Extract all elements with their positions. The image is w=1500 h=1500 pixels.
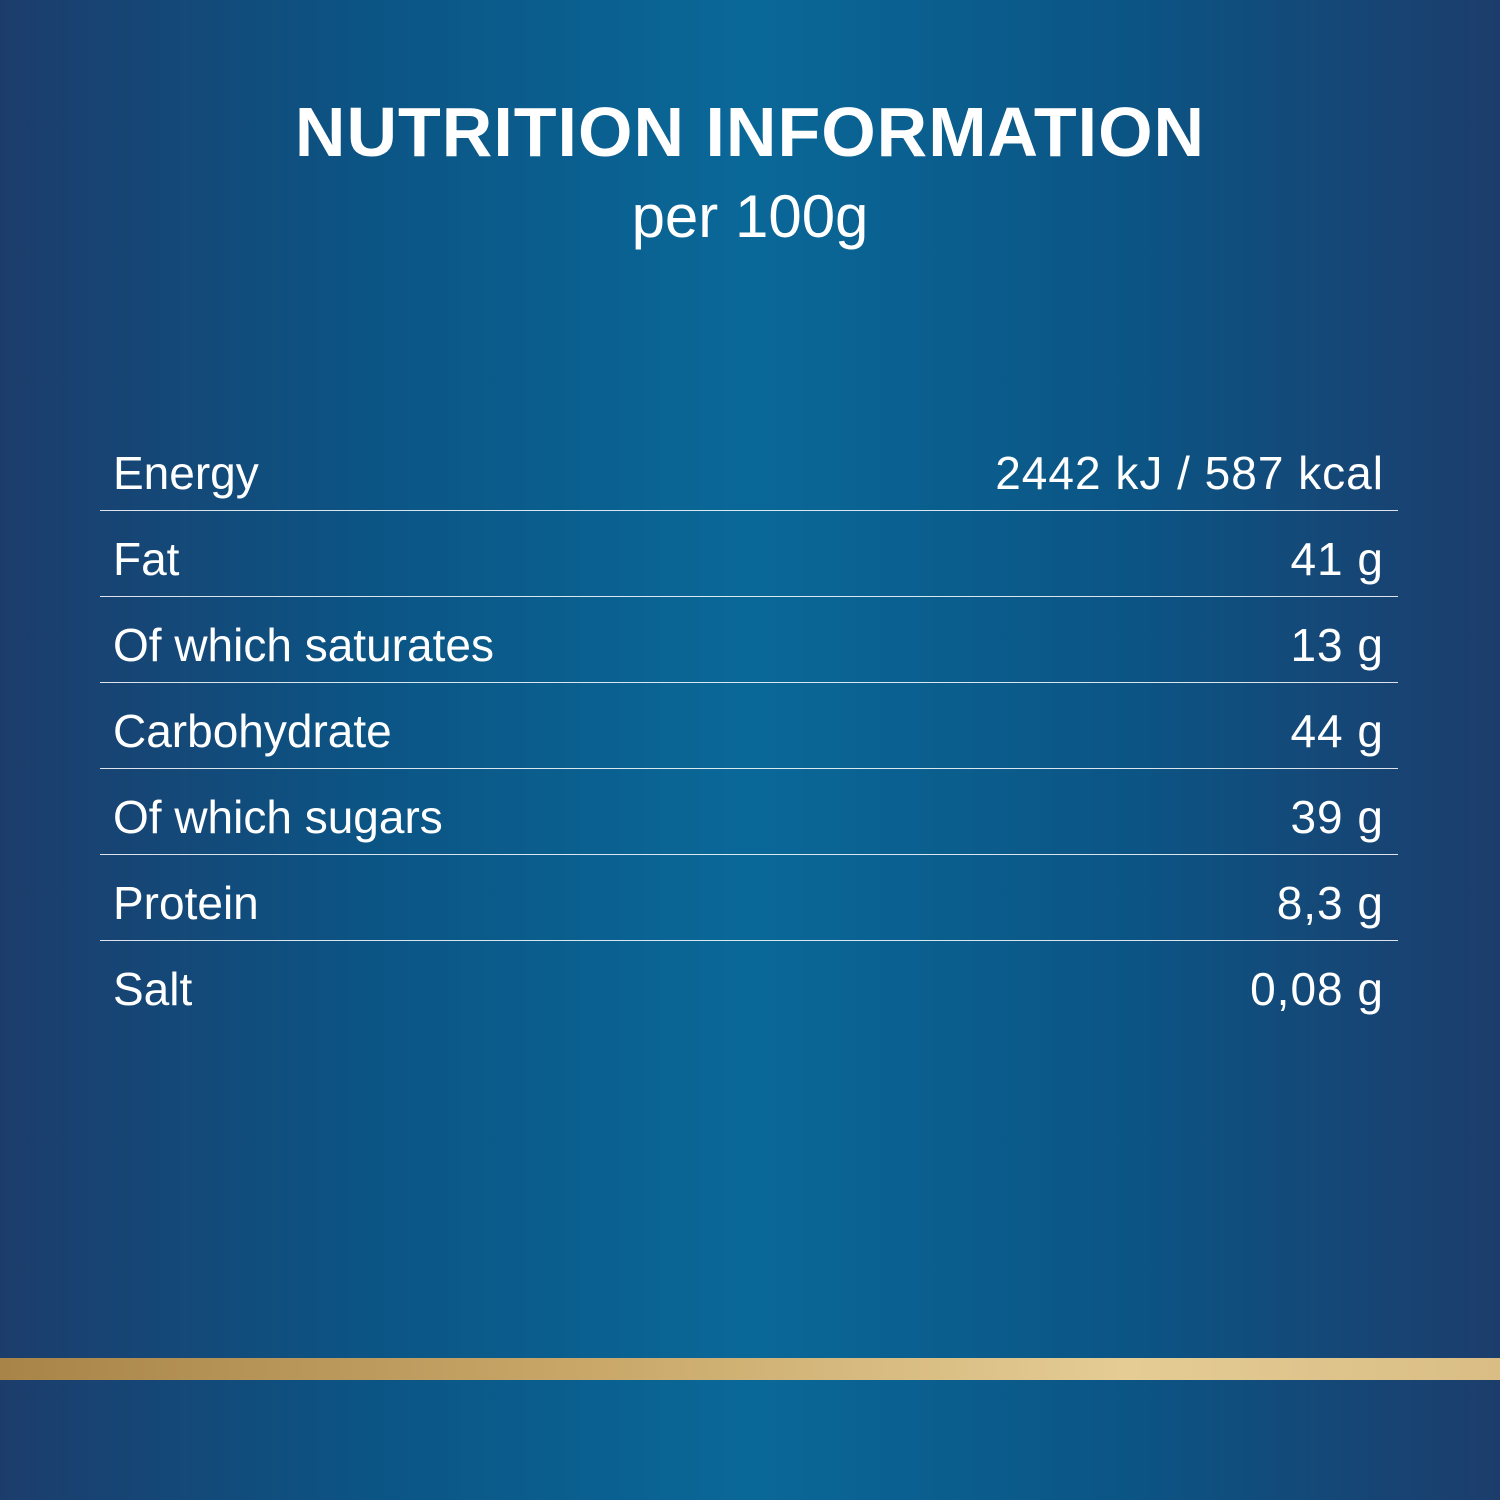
- row-value: 8,3 g: [1276, 877, 1384, 929]
- row-value: 39 g: [1290, 791, 1384, 843]
- row-value: 44 g: [1290, 705, 1384, 757]
- table-row: Of which saturates 13 g: [100, 597, 1398, 683]
- row-value: 41 g: [1290, 533, 1384, 585]
- row-label: Carbohydrate: [113, 705, 392, 757]
- row-value: 0,08 g: [1250, 963, 1384, 1015]
- table-row: Salt 0,08 g: [100, 941, 1398, 1026]
- row-label: Salt: [113, 963, 193, 1015]
- table-row: Energy 2442 kJ / 587 kcal: [100, 425, 1398, 511]
- table-row: Carbohydrate 44 g: [100, 683, 1398, 769]
- nutrition-table: Energy 2442 kJ / 587 kcal Fat 41 g Of whic…: [100, 425, 1398, 1026]
- row-label: Of which saturates: [113, 619, 494, 671]
- row-value: 2442 kJ / 587 kcal: [995, 447, 1384, 499]
- page-subtitle: per 100g: [631, 183, 869, 250]
- row-label: Of which sugars: [113, 791, 443, 843]
- table-row: Of which sugars 39 g: [100, 769, 1398, 855]
- row-value: 13 g: [1290, 619, 1384, 671]
- table-row: Protein 8,3 g: [100, 855, 1398, 941]
- gold-stripe: [0, 1358, 1500, 1380]
- row-label: Fat: [113, 533, 180, 585]
- page-title: NUTRITION INFORMATION: [294, 93, 1206, 171]
- table-row: Fat 41 g: [100, 511, 1398, 597]
- row-label: Energy: [113, 447, 259, 499]
- row-label: Protein: [113, 877, 259, 929]
